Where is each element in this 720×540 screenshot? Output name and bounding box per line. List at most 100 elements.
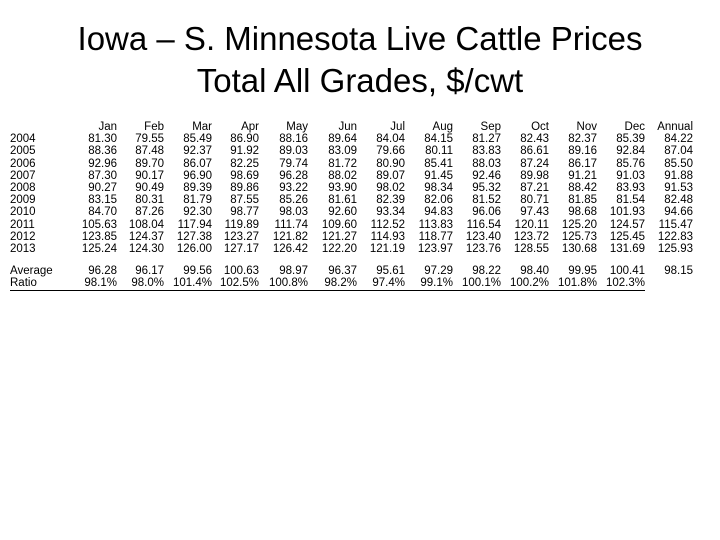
price-cell: 98.2% (308, 277, 357, 291)
price-cell: 99.56 (183, 265, 212, 278)
price-cell: 123.76 (465, 243, 501, 256)
row-label: 2010 (10, 206, 36, 219)
price-cell: 100.8% (259, 277, 308, 291)
price-cell: 123.27 (223, 230, 259, 243)
price-cell: 87.30 (88, 169, 117, 182)
price-cell: 92.37 (183, 145, 212, 158)
price-cell: 85.26 (279, 194, 308, 207)
price-cell: 98.1% (68, 277, 117, 291)
price-cell: 99.1% (405, 277, 453, 291)
price-cell: 81.27 (472, 133, 501, 146)
price-cell: 82.48 (664, 194, 693, 207)
price-cell: 89.86 (230, 182, 259, 195)
price-cell: 82.25 (230, 157, 259, 170)
price-cell: 121.19 (369, 243, 405, 256)
price-cell: 91.21 (568, 169, 597, 182)
price-cell: 86.90 (230, 133, 259, 146)
row-label: Average (10, 265, 53, 278)
price-cell: 92.60 (328, 206, 357, 219)
row-label: 2004 (10, 133, 36, 146)
price-cell: 100.2% (501, 277, 549, 291)
row-label: 2008 (10, 182, 36, 195)
table-row: 2006 92.96 89.70 86.07 82.25 79.74 81.72 80.90 8… (10, 158, 693, 170)
table-row: 2007 87.30 90.17 96.90 98.69 96.28 88.02 89.07 9… (10, 170, 693, 182)
table-row: 2008 90.27 90.49 89.39 89.86 93.22 93.90 98.02 9… (10, 182, 693, 194)
price-cell: 122.83 (657, 230, 693, 243)
price-cell: 124.37 (128, 230, 164, 243)
price-cell: 86.07 (183, 157, 212, 170)
col-header: Aug (432, 121, 453, 133)
price-cell: 100.63 (223, 265, 259, 278)
col-header: May (286, 121, 308, 133)
price-cell: 88.36 (88, 145, 117, 158)
row-label: Ratio (10, 277, 68, 291)
price-cell: 121.82 (272, 230, 308, 243)
price-cell: 126.42 (272, 243, 308, 256)
price-cell: 112.52 (370, 218, 405, 231)
row-label: 2009 (10, 194, 36, 207)
price-cell: 109.60 (321, 218, 357, 231)
row-label: 2013 (10, 243, 36, 256)
price-cell: 125.24 (81, 243, 117, 256)
price-cell: 98.34 (424, 182, 453, 195)
price-cell: 85.49 (183, 133, 212, 146)
price-cell: 119.89 (224, 218, 259, 231)
price-cell: 85.76 (616, 157, 645, 170)
header-row: Jan Feb Mar Apr May Jun Jul Aug Sep Oct … (10, 121, 693, 133)
price-cell: 98.02 (376, 182, 405, 195)
price-cell: 97.43 (520, 206, 549, 219)
col-header: Nov (576, 121, 597, 133)
price-cell: 118.77 (418, 230, 453, 243)
col-header: Jul (390, 121, 405, 133)
price-cell: 102.3% (597, 277, 645, 291)
price-cell: 115.47 (658, 218, 693, 231)
col-header: Sep (480, 121, 501, 133)
price-cell: 123.85 (81, 230, 117, 243)
price-cell: 95.61 (376, 265, 405, 278)
price-cell: 90.49 (135, 182, 164, 195)
price-cell: 87.26 (135, 206, 164, 219)
price-cell: 80.90 (376, 157, 405, 170)
price-cell: 127.17 (223, 243, 259, 256)
price-cell: 125.20 (561, 218, 597, 231)
price-cell: 98.77 (230, 206, 259, 219)
price-cell: 102.5% (212, 277, 259, 291)
price-cell: 94.83 (424, 206, 453, 219)
price-cell: 88.16 (279, 133, 308, 146)
row-label: 2011 (10, 218, 35, 231)
price-cell: 96.28 (88, 265, 117, 278)
price-cell: 97.4% (357, 277, 405, 291)
table-row: 2011 105.63 108.04 117.94 119.89 111.74 109.60… (10, 219, 693, 231)
col-header: Jan (98, 121, 117, 133)
price-cell: 96.06 (472, 206, 501, 219)
price-cell: 98.68 (568, 206, 597, 219)
price-cell: 98.15 (664, 265, 693, 278)
spacer (10, 255, 693, 265)
price-cell: 92.84 (616, 145, 645, 158)
price-cell: 84.22 (664, 133, 693, 146)
price-cell: 95.32 (472, 182, 501, 195)
table-row: Ratio 98.1% 98.0% 101.4% 102.5% 100.8% 98.2% 97… (10, 277, 693, 291)
price-cell: 89.03 (279, 145, 308, 158)
price-cell: 91.88 (664, 169, 693, 182)
col-header: Annual (657, 121, 693, 133)
price-cell: 111.74 (274, 218, 308, 231)
price-cell: 79.74 (279, 157, 308, 170)
price-cell: 124.30 (128, 243, 164, 256)
cattle-price-table: Jan Feb Mar Apr May Jun Jul Aug Sep Oct … (10, 121, 693, 291)
col-header: Oct (531, 121, 549, 133)
price-cell: 88.02 (328, 169, 357, 182)
col-header: Apr (241, 121, 259, 133)
price-cell: 128.55 (513, 243, 549, 256)
price-cell: 80.11 (425, 145, 453, 158)
price-cell: 96.90 (183, 169, 212, 182)
price-cell: 96.28 (279, 169, 308, 182)
price-cell: 81.61 (328, 194, 357, 207)
price-cell: 83.09 (328, 145, 357, 158)
price-cell: 84.15 (424, 133, 453, 146)
price-cell: 90.27 (88, 182, 117, 195)
price-cell: 120.11 (514, 218, 549, 231)
price-cell: 89.70 (135, 157, 164, 170)
price-cell: 122.20 (321, 243, 357, 256)
price-cell: 81.72 (328, 157, 357, 170)
